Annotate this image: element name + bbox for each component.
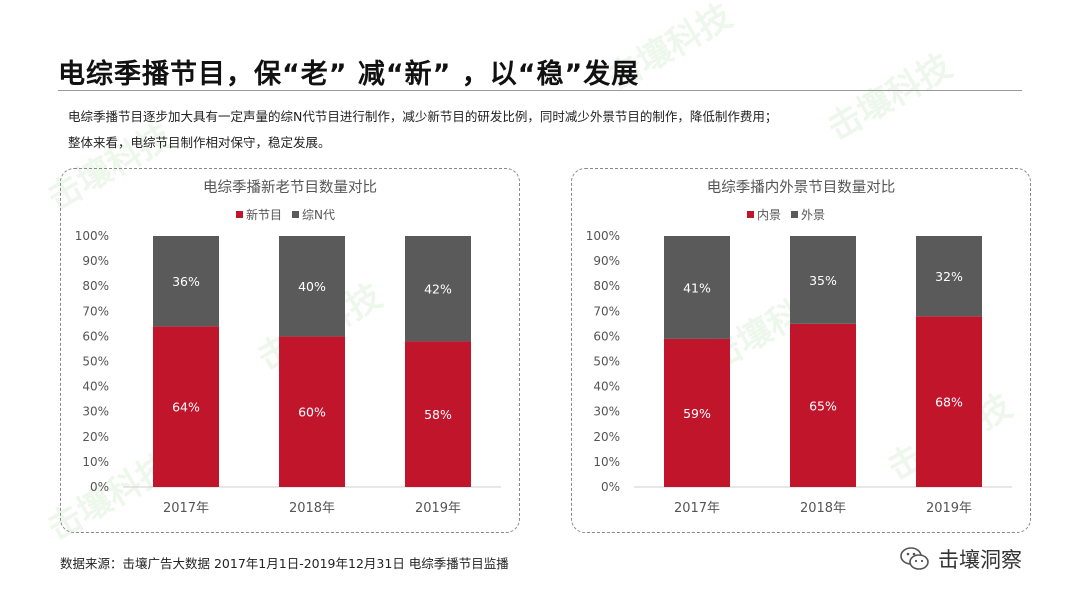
legend-label: 外景 <box>801 208 825 222</box>
y-tick-label: 60% <box>82 329 109 343</box>
y-tick-label: 80% <box>82 279 109 293</box>
x-tick-label: 2019年 <box>415 501 461 516</box>
data-label: 35% <box>809 273 837 288</box>
bar-segment <box>279 236 345 337</box>
bar-segment <box>405 236 471 342</box>
legend-swatch <box>292 211 299 218</box>
y-tick-label: 40% <box>593 380 620 394</box>
y-tick-label: 10% <box>593 455 620 469</box>
y-tick-label: 30% <box>82 405 109 419</box>
y-tick-label: 60% <box>593 329 620 343</box>
legend-swatch <box>791 211 798 218</box>
data-label: 64% <box>172 400 200 415</box>
y-tick-label: 70% <box>82 304 109 318</box>
data-source: 数据来源：击壤广告大数据 2017年1月1日-2019年12月31日 电综季播节… <box>60 556 509 571</box>
y-tick-label: 40% <box>82 380 109 394</box>
y-tick-label: 10% <box>82 455 109 469</box>
data-label: 32% <box>935 269 963 284</box>
bar-segment <box>790 323 856 487</box>
bar-segment <box>153 236 219 327</box>
y-tick-label: 90% <box>593 254 620 268</box>
bar-segment <box>664 338 730 487</box>
brand: 击壤洞察 <box>900 544 1022 574</box>
description-line: 电综季播节目逐步加大具有一定声量的综N代节目进行制作，减少新节目的研发比例，同时… <box>68 109 778 124</box>
data-label: 40% <box>298 279 326 294</box>
x-tick-label: 2017年 <box>163 501 209 516</box>
y-tick-label: 100% <box>586 229 620 243</box>
bar-segment <box>664 236 730 339</box>
y-tick-label: 0% <box>90 480 109 494</box>
y-tick-label: 0% <box>601 480 620 494</box>
bar-segment <box>916 316 982 487</box>
data-label: 42% <box>424 282 452 297</box>
y-tick-label: 80% <box>593 279 620 293</box>
brand-name: 击壤洞察 <box>938 548 1022 572</box>
x-tick-label: 2019年 <box>926 501 972 516</box>
y-tick-label: 50% <box>593 355 620 369</box>
description-line: 整体来看，电综节目制作相对保守，稳定发展。 <box>68 135 331 150</box>
legend-swatch <box>236 211 243 218</box>
legend-label: 新节目 <box>246 207 282 222</box>
data-label: 60% <box>298 405 326 420</box>
y-tick-label: 20% <box>593 430 620 444</box>
x-tick-label: 2018年 <box>289 501 335 516</box>
data-label: 36% <box>172 274 200 289</box>
data-label: 41% <box>683 280 711 295</box>
bar-segment <box>405 341 471 487</box>
y-tick-label: 100% <box>75 229 109 243</box>
legend-label: 内景 <box>757 208 781 222</box>
description: 电综季播节目逐步加大具有一定声量的综N代节目进行制作，减少新节目的研发比例，同时… <box>68 104 1018 156</box>
legend-label: 综N代 <box>302 208 335 222</box>
bar-segment <box>153 326 219 487</box>
data-label: 58% <box>424 407 452 422</box>
bar-segment <box>279 336 345 487</box>
page-title: 电综季播节目，保“老” 减“新” ，以“稳”发展 <box>58 59 640 90</box>
wechat-icon <box>900 546 930 572</box>
chart-panel-new-vs-old: 电综季播新老节目数量对比新节目 综N代 0% 10% 20% 30% 40% 50% 60% 70… <box>60 168 520 533</box>
chart-panel-indoor-vs-outdoor: 电综季播内外景节目数量对比内景 外景 0% 10% 20% 30% 40% 50% 60% 70%… <box>571 168 1031 533</box>
y-tick-label: 30% <box>593 405 620 419</box>
y-tick-label: 90% <box>82 254 109 268</box>
x-tick-label: 2017年 <box>674 501 720 516</box>
data-label: 59% <box>683 406 711 421</box>
chart-title: 电综季播新老节目数量对比 <box>203 179 377 196</box>
bar-segment <box>916 236 982 317</box>
bar-segment <box>790 236 856 324</box>
data-label: 65% <box>809 398 837 413</box>
y-tick-label: 50% <box>82 355 109 369</box>
chart-title: 电综季播内外景节目数量对比 <box>707 179 896 196</box>
data-label: 68% <box>935 395 963 410</box>
x-tick-label: 2018年 <box>800 501 846 516</box>
title-divider <box>58 90 1022 91</box>
y-tick-label: 20% <box>82 430 109 444</box>
legend-swatch <box>747 211 754 218</box>
y-tick-label: 70% <box>593 304 620 318</box>
